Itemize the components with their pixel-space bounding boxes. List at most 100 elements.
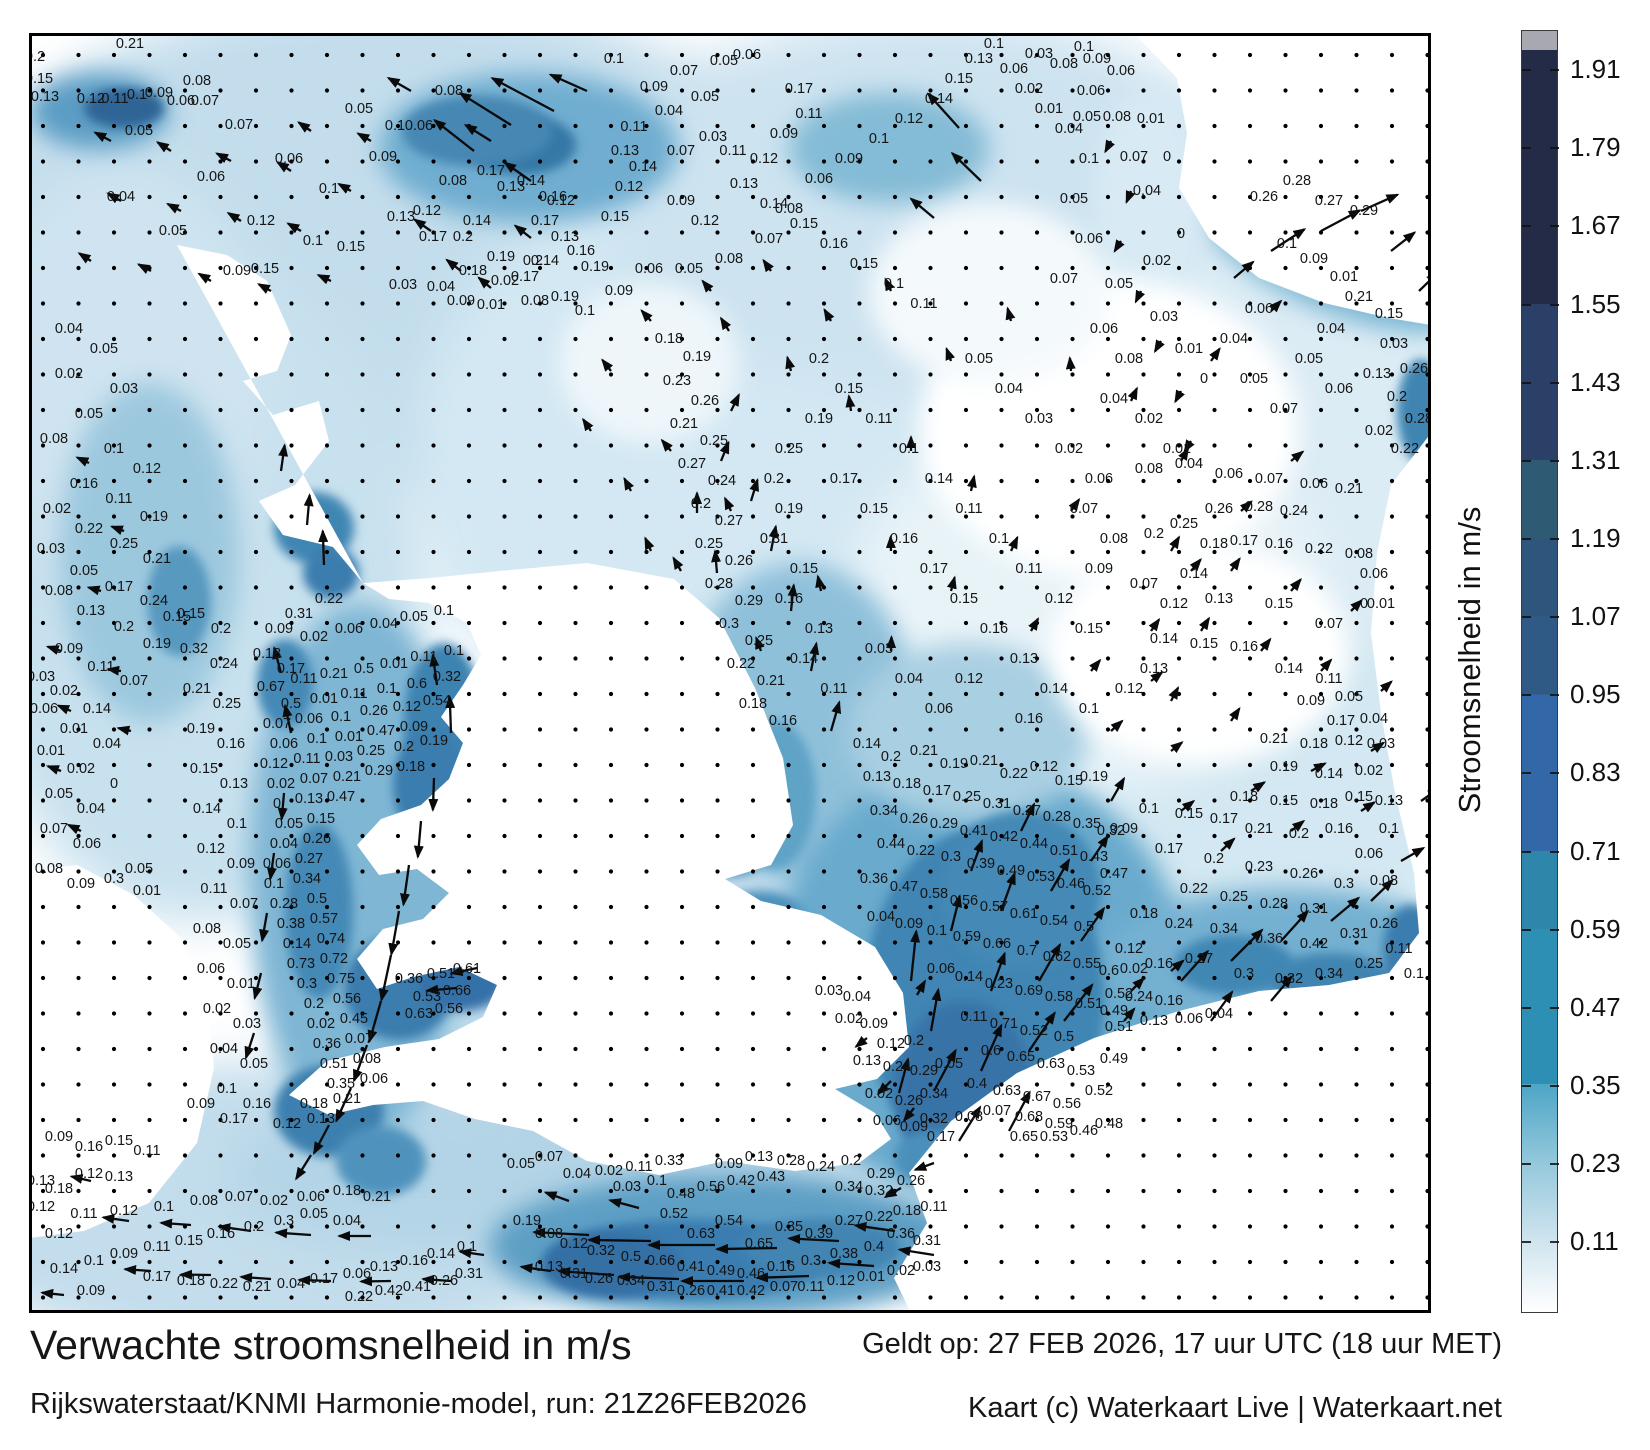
speed-label: 0.1 (869, 131, 889, 147)
speed-label: 0.15 (790, 561, 818, 577)
speed-label: 0.1 (1074, 39, 1094, 55)
speed-label: 0.17 (419, 229, 447, 245)
speed-label: 0.41 (403, 1279, 431, 1295)
speed-label: 0.14 (1180, 566, 1208, 582)
speed-label: 0.26 (303, 831, 331, 847)
speed-label: 0.41 (960, 823, 988, 839)
colorbar-tick (1550, 381, 1559, 384)
speed-label: 0.56 (1053, 1096, 1081, 1112)
speed-label: 0.12 (413, 203, 441, 219)
strong-current-patch (257, 639, 313, 727)
speed-label: 0.12 (615, 179, 643, 195)
speed-label: 0.51 (320, 1056, 348, 1072)
speed-label: 0.2 (881, 749, 901, 765)
speed-label: 0.05 (710, 53, 738, 69)
speed-label: 0.27 (295, 851, 323, 867)
speed-label: 0.27 (1013, 803, 1041, 819)
speed-label: 0.75 (327, 971, 355, 987)
map-svg: 0.21 0.2 0.15 0.13 0.12 0.11 0.1 0.09 0.06 0.07 0.… (29, 33, 1431, 1313)
speed-label: 0.14 (925, 471, 953, 487)
speed-label: 0.11 (795, 106, 822, 122)
speed-label: 0.08 (183, 73, 211, 89)
speed-label: 0.14 (790, 651, 818, 667)
speed-label: 0.01 (380, 656, 408, 672)
speed-label: 0.55 (1073, 956, 1101, 972)
speed-label: 0.03 (913, 1259, 941, 1275)
speed-label: 0.09 (400, 719, 428, 735)
speed-label: 0.09 (77, 1283, 105, 1299)
speed-label: 0.52 (1085, 1083, 1113, 1099)
speed-label: 0.03 (1380, 336, 1408, 352)
speed-label: 0.14 (463, 213, 491, 229)
speed-label: 0.16 (1145, 956, 1173, 972)
speed-label: 0.13 (730, 176, 758, 192)
speed-label: 0.4 (864, 1239, 884, 1255)
current-patch (849, 643, 1089, 823)
speed-label: 0.09 (715, 1156, 743, 1172)
speed-label: 0.04 (93, 736, 121, 752)
speed-label: 0.11 (340, 686, 367, 702)
speed-label: 0.57 (310, 911, 338, 927)
speed-label: 0.36 (395, 971, 423, 987)
speed-label: 0.21 (333, 1091, 361, 1107)
speed-label: 0.08 (353, 1051, 381, 1067)
speed-label: 0.1 (84, 1253, 104, 1269)
colorbar-tick-label: 0.95 (1570, 679, 1621, 710)
speed-label: 0.26 (1205, 501, 1233, 517)
speed-label: 0.51 (427, 966, 455, 982)
speed-label: 0.17 (830, 471, 858, 487)
speed-label: 0.06 (1085, 471, 1113, 487)
speed-label: 0.09 (110, 1246, 138, 1262)
speed-label: 0.02 (1143, 253, 1171, 269)
speed-label: 0.18 (739, 696, 767, 712)
colorbar-tick-label: 1.19 (1570, 522, 1621, 553)
speed-label: 0.14 (1040, 681, 1068, 697)
speed-label: 0.65 (1010, 1129, 1038, 1145)
colorbar-tick (1522, 225, 1531, 228)
speed-label: 0.17 (220, 1111, 248, 1127)
speed-label: 0.06 (1107, 63, 1135, 79)
speed-label: 0.66 (983, 936, 1011, 952)
speed-label: 0.31 (647, 1279, 675, 1295)
speed-label: 0.04 (1360, 711, 1388, 727)
colorbar-tick (1550, 303, 1559, 306)
speed-label: 0.13 (29, 1173, 55, 1189)
speed-label: 0.24 (807, 1159, 835, 1175)
speed-label: 0.18 (45, 1181, 73, 1197)
colorbar-tick (1522, 537, 1531, 540)
speed-label: 0.13 (1010, 651, 1038, 667)
speed-label: 0.07 (1050, 271, 1078, 287)
speed-label: 0.5 (281, 696, 301, 712)
speed-label: 0.01 (1035, 101, 1063, 117)
speed-label: 0.09 (55, 641, 83, 657)
speed-label: 0.1 (127, 87, 147, 103)
speed-label: 0.15 (860, 501, 888, 517)
speed-label: 0.14 (760, 196, 788, 212)
page-title: Verwachte stroomsnelheid in m/s (30, 1322, 632, 1368)
speed-label: 0.29 (867, 1166, 895, 1182)
speed-label: 0.08 (715, 251, 743, 267)
speed-label: 0.36 (887, 1226, 915, 1242)
speed-label: 0.11 (87, 659, 114, 675)
speed-label: 0.05 (125, 861, 153, 877)
strong-current-patch (303, 547, 359, 599)
speed-label: 0.39 (805, 1226, 833, 1242)
speed-label: 0.2 (211, 621, 231, 637)
speed-label: 0.01 (477, 297, 505, 313)
speed-label: 0.15 (790, 216, 818, 232)
speed-label: 0.04 (277, 1276, 305, 1292)
colorbar-tick (1522, 459, 1531, 462)
speed-label: 0.07 (1315, 616, 1343, 632)
speed-label: 0.01 (133, 883, 161, 899)
speed-label: 0.28 (1283, 173, 1311, 189)
speed-label: 0.1 (217, 1081, 237, 1097)
speed-label: 0.17 (927, 1129, 955, 1145)
speed-label: 0.54 (1040, 913, 1068, 929)
speed-label: 0.26 (1250, 189, 1278, 205)
speed-label: 0.22 (1000, 766, 1028, 782)
water-shading (29, 33, 1431, 1313)
speed-label: 0.16 (567, 243, 595, 259)
speed-label: 0.15 (190, 761, 218, 777)
speed-label: 0.06 (1245, 301, 1273, 317)
speed-label: 0.16 (75, 1139, 103, 1155)
